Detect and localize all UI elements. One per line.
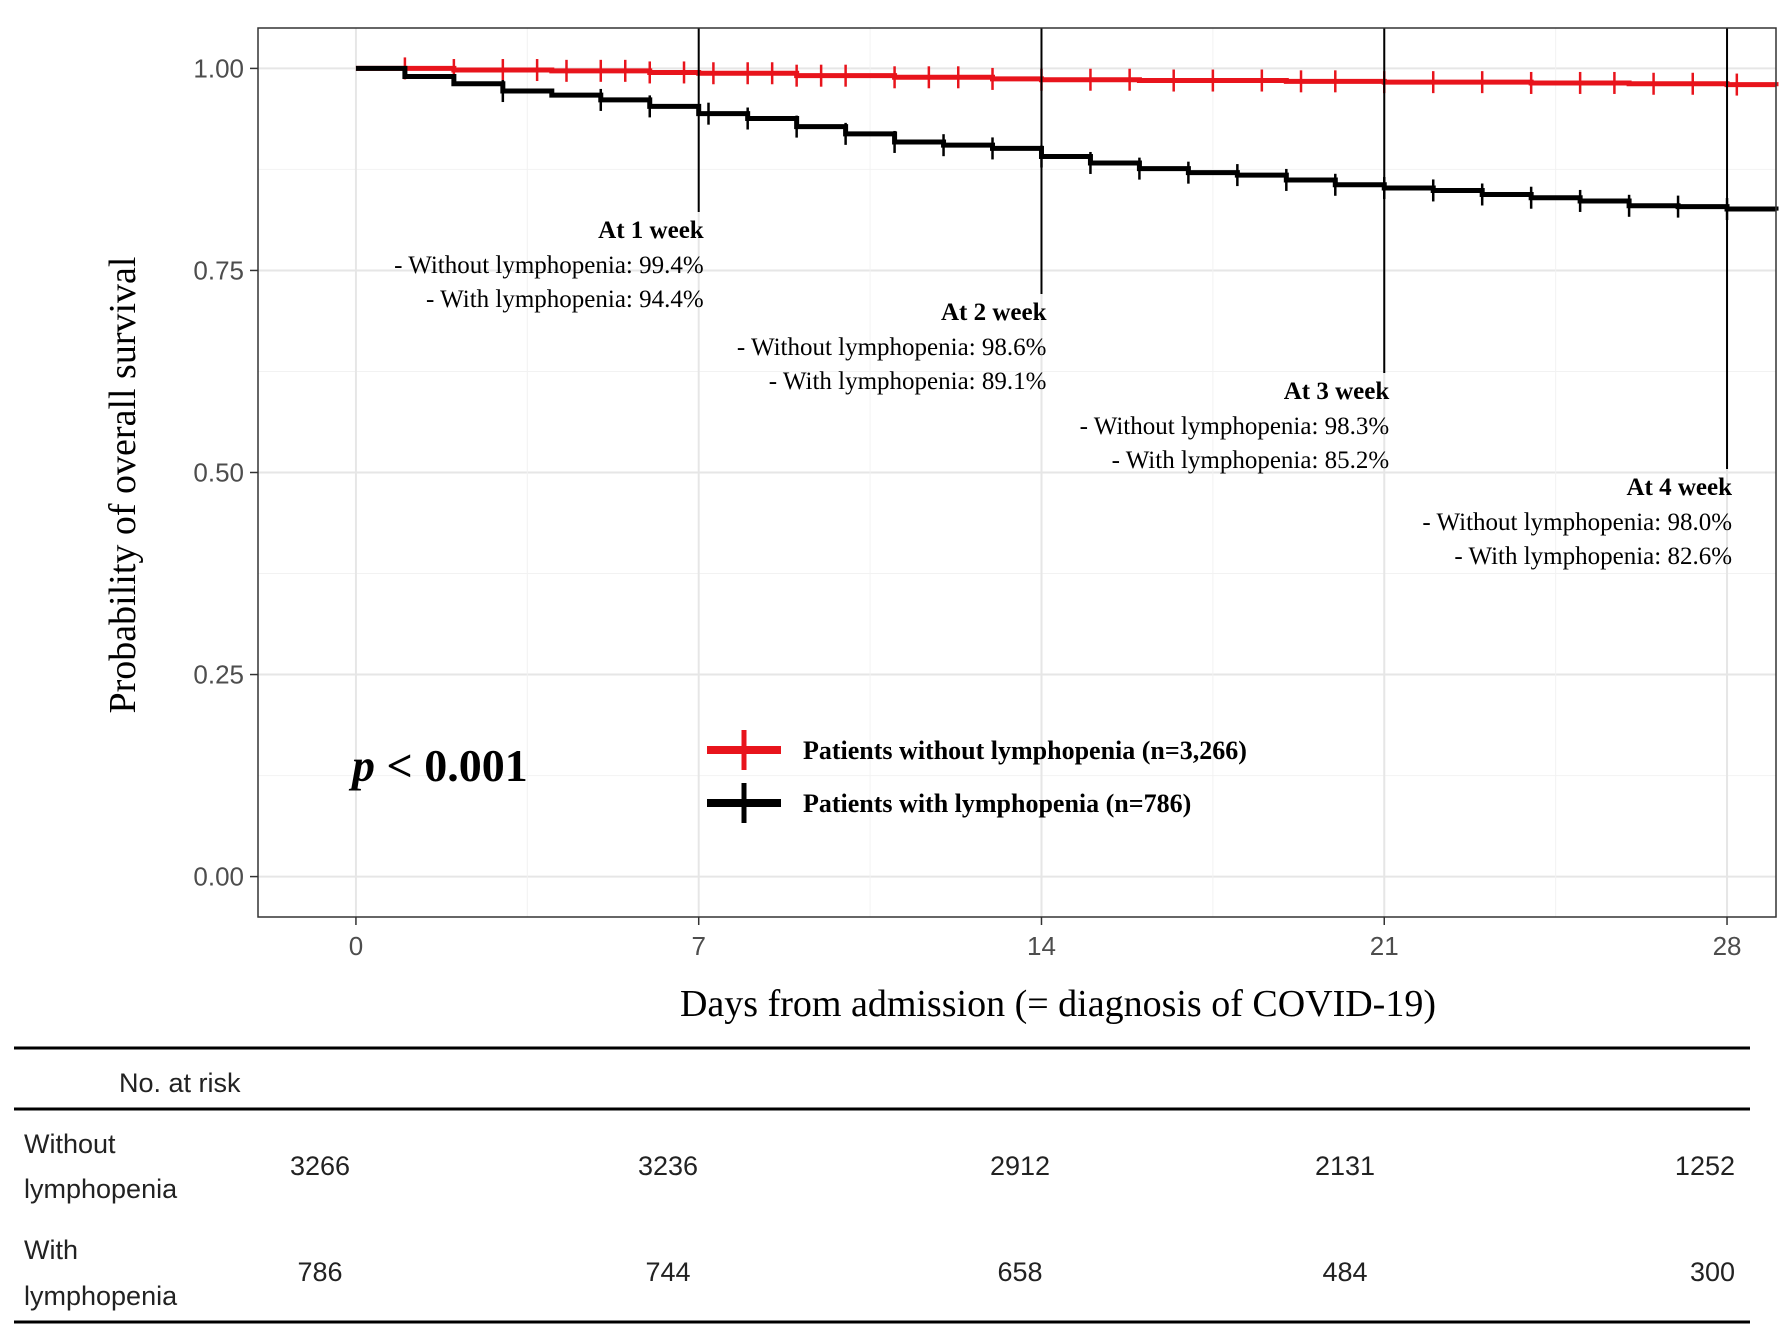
annotation-title-1: At 2 week (941, 299, 1047, 326)
annotation-with-1: - With lymphopenia: 89.1% (769, 368, 1047, 395)
y-tick-label-2: 0.50 (193, 458, 244, 488)
risk-row-label-with-line2: lymphopenia (24, 1281, 178, 1311)
risk-value-1-4: 300 (1690, 1257, 1735, 1287)
risk-value-1-0: 786 (297, 1257, 342, 1287)
y-tick-label-0: 0.00 (193, 862, 244, 892)
y-tick-label-4: 1.00 (193, 53, 244, 83)
x-tick-label-2: 14 (1027, 931, 1056, 961)
risk-row-label-without: Without lymphopenia (24, 1129, 178, 1204)
annotation-with-2: - With lymphopenia: 85.2% (1112, 447, 1390, 474)
risk-value-0-3: 2131 (1315, 1151, 1375, 1181)
annotation-title-2: At 3 week (1284, 378, 1390, 405)
risk-value-0-4: 1252 (1675, 1151, 1735, 1181)
x-tick-label-4: 28 (1713, 931, 1742, 961)
annotation-without-2: - Without lymphopenia: 98.3% (1080, 413, 1390, 440)
survival-curves (355, 57, 1779, 221)
annotation-title-0: At 1 week (598, 217, 704, 244)
y-tick-label-3: 0.75 (193, 255, 244, 285)
annotation-without-1: - Without lymphopenia: 98.6% (737, 334, 1047, 361)
x-tick-label-1: 7 (691, 931, 705, 961)
annotation-with-0: - With lymphopenia: 94.4% (426, 286, 704, 313)
y-tick-label-1: 0.25 (193, 660, 244, 690)
legend-label-without: Patients without lymphopenia (n=3,266) (803, 736, 1247, 765)
legend: Patients without lymphopenia (n=3,266) P… (707, 730, 1247, 823)
annotation-with-3: - With lymphopenia: 82.6% (1454, 543, 1732, 570)
week-annotations: At 1 week - Without lymphopenia: 99.4% - W… (394, 28, 1732, 570)
legend-label-with: Patients with lymphopenia (n=786) (803, 789, 1191, 818)
risk-table-header: No. at risk (119, 1068, 241, 1098)
risk-row-label-without-line2: lymphopenia (24, 1174, 178, 1204)
risk-row-label-with-line1: With (24, 1235, 78, 1265)
risk-value-1-1: 744 (645, 1257, 690, 1287)
risk-value-1-3: 484 (1322, 1257, 1367, 1287)
survival-curve-0 (355, 65, 1779, 88)
risk-row-label-with: With lymphopenia (24, 1235, 178, 1311)
risk-table-values: 3266 3236 2912 2131 1252 786 744 658 484 300 (290, 1151, 1735, 1287)
annotation-title-3: At 4 week (1627, 474, 1733, 501)
y-axis-label: Probability of overall survival (102, 257, 144, 714)
risk-value-0-1: 3236 (638, 1151, 698, 1181)
risk-value-0-0: 3266 (290, 1151, 350, 1181)
x-tick-label-0: 0 (349, 931, 363, 961)
risk-table: No. at risk Without lymphopenia With lym… (14, 1046, 1750, 1324)
risk-value-1-2: 658 (997, 1257, 1042, 1287)
axes: 0.00 0.25 0.50 0.75 1.00 0 7 14 21 28 (193, 53, 1741, 961)
x-tick-label-3: 21 (1370, 931, 1399, 961)
risk-value-0-2: 2912 (990, 1151, 1050, 1181)
p-value-symbol: p (348, 740, 375, 791)
x-axis-label: Days from admission (= diagnosis of COVI… (680, 983, 1436, 1025)
risk-row-label-without-line1: Without (24, 1129, 116, 1159)
annotation-without-0: - Without lymphopenia: 99.4% (394, 252, 704, 279)
survival-curve-1 (355, 65, 1779, 212)
p-value-text: < 0.001 (375, 740, 528, 791)
annotation-without-3: - Without lymphopenia: 98.0% (1422, 509, 1732, 536)
p-value: p < 0.001 (348, 740, 528, 791)
